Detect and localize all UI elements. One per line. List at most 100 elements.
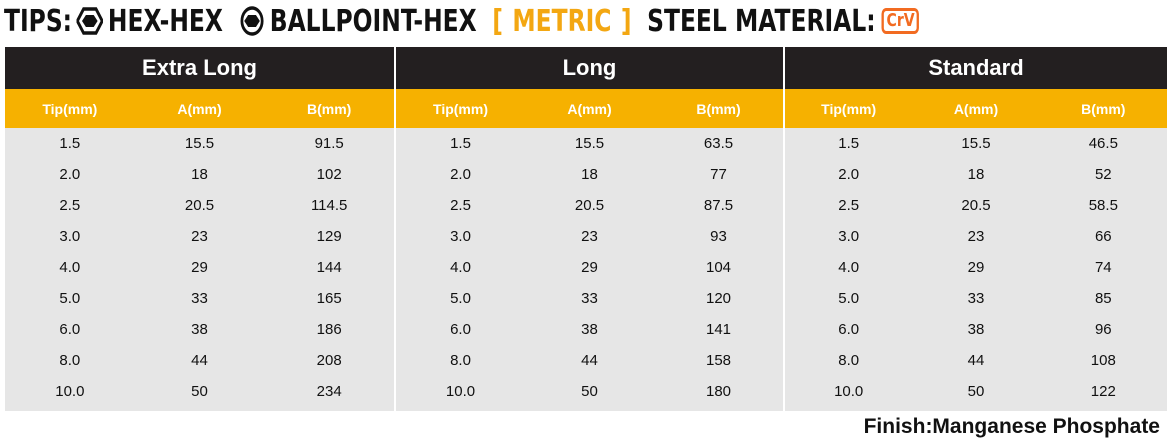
tip-cell: 3.0 bbox=[59, 228, 81, 245]
a-cell: 50 bbox=[191, 383, 208, 400]
spec-header: TIPS: HEX-HEX BALLPOINT-HEX [ METRIC ] S… bbox=[4, 0, 920, 42]
b-cell: 66 bbox=[1094, 228, 1112, 245]
a-cell: 38 bbox=[191, 321, 208, 338]
b-cell: 158 bbox=[705, 352, 732, 369]
group-title-standard: Standard bbox=[785, 47, 1167, 89]
a-cell: 44 bbox=[191, 352, 208, 369]
rows-long: 1.5 15.5 63.5 2.0 18 77 2.5 20.5 87.5 3.0 23 93 4.0 2… bbox=[396, 128, 783, 407]
tip-cell: 8.0 bbox=[838, 352, 860, 369]
tip-cell: 2.0 bbox=[59, 166, 81, 183]
column-header-a: A(mm) bbox=[567, 100, 612, 117]
b-cell: 186 bbox=[316, 321, 342, 338]
b-cell: 102 bbox=[316, 166, 342, 183]
a-cell: 20.5 bbox=[574, 197, 605, 214]
a-cell: 20.5 bbox=[961, 197, 991, 214]
tip-cell: 2.5 bbox=[838, 197, 860, 214]
tip-cell: 3.0 bbox=[450, 228, 471, 245]
table-row: 4.0 29 74 bbox=[785, 252, 1167, 283]
a-cell: 50 bbox=[967, 383, 985, 400]
a-cell: 50 bbox=[581, 383, 598, 400]
table-row: 8.0 44 158 bbox=[396, 345, 783, 376]
rows-extra-long: 1.5 15.5 91.5 2.0 18 102 2.5 20.5 114.5 3.0 23 129 4… bbox=[5, 128, 394, 407]
b-cell: 180 bbox=[705, 383, 732, 400]
b-cell: 141 bbox=[705, 321, 732, 338]
ballpoint-icon bbox=[240, 6, 264, 36]
table-row: 2.5 20.5 114.5 bbox=[5, 190, 394, 221]
table-row: 6.0 38 186 bbox=[5, 314, 394, 345]
sub-header-standard: Tip(mm) A(mm) B(mm) bbox=[785, 89, 1167, 128]
a-cell: 23 bbox=[967, 228, 985, 245]
a-cell: 44 bbox=[581, 352, 598, 369]
a-cell: 15.5 bbox=[961, 135, 991, 152]
a-cell: 15.5 bbox=[574, 135, 605, 152]
table-row: 3.0 23 129 bbox=[5, 221, 394, 252]
tip-cell: 2.5 bbox=[450, 197, 471, 214]
tip-cell: 4.0 bbox=[838, 259, 860, 276]
tip-cell: 10.0 bbox=[834, 383, 864, 400]
tip-cell: 6.0 bbox=[59, 321, 81, 338]
a-cell: 18 bbox=[967, 166, 985, 183]
group-divider bbox=[394, 47, 396, 411]
table-row: 1.5 15.5 46.5 bbox=[785, 128, 1167, 159]
tip-cell: 8.0 bbox=[59, 352, 81, 369]
tip-cell: 4.0 bbox=[450, 259, 471, 276]
a-cell: 29 bbox=[191, 259, 208, 276]
crv-badge: CrV bbox=[881, 8, 920, 34]
b-cell: 46.5 bbox=[1088, 135, 1118, 152]
column-header-b: B(mm) bbox=[307, 100, 352, 117]
b-cell: 108 bbox=[1090, 352, 1116, 369]
table-row: 8.0 44 208 bbox=[5, 345, 394, 376]
spec-table: Extra Long Tip(mm) A(mm) B(mm) 1.5 15.5 91… bbox=[5, 47, 1167, 411]
table-row: 10.0 50 180 bbox=[396, 376, 783, 407]
a-cell: 23 bbox=[581, 228, 598, 245]
table-row: 3.0 23 66 bbox=[785, 221, 1167, 252]
tip-cell: 2.5 bbox=[59, 197, 81, 214]
tip-cell: 4.0 bbox=[59, 259, 81, 276]
column-header-a: A(mm) bbox=[177, 100, 222, 117]
b-cell: 93 bbox=[710, 228, 727, 245]
tip-cell: 5.0 bbox=[59, 290, 81, 307]
table-row: 2.5 20.5 87.5 bbox=[396, 190, 783, 221]
table-row: 2.0 18 52 bbox=[785, 159, 1167, 190]
tip-cell: 6.0 bbox=[450, 321, 471, 338]
b-cell: 165 bbox=[316, 290, 342, 307]
tip-cell: 10.0 bbox=[445, 383, 476, 400]
table-row: 5.0 33 85 bbox=[785, 283, 1167, 314]
b-cell: 77 bbox=[710, 166, 727, 183]
table-row: 3.0 23 93 bbox=[396, 221, 783, 252]
a-cell: 38 bbox=[967, 321, 985, 338]
tip-hex-hex: HEX-HEX bbox=[107, 3, 223, 39]
tip-cell: 5.0 bbox=[450, 290, 471, 307]
table-row: 2.0 18 102 bbox=[5, 159, 394, 190]
b-cell: 63.5 bbox=[703, 135, 734, 152]
table-row: 6.0 38 96 bbox=[785, 314, 1167, 345]
table-row: 2.0 18 77 bbox=[396, 159, 783, 190]
tip-cell: 5.0 bbox=[838, 290, 860, 307]
finish-note: Finish:Manganese Phosphate bbox=[863, 415, 1160, 438]
bracket-close: ] bbox=[620, 3, 632, 39]
a-cell: 33 bbox=[581, 290, 598, 307]
sub-header-long: Tip(mm) A(mm) B(mm) bbox=[396, 89, 783, 128]
table-row: 1.5 15.5 63.5 bbox=[396, 128, 783, 159]
b-cell: 104 bbox=[705, 259, 732, 276]
tip-cell: 1.5 bbox=[838, 135, 860, 152]
a-cell: 18 bbox=[581, 166, 598, 183]
hex-icon bbox=[76, 7, 104, 35]
tip-cell: 6.0 bbox=[838, 321, 860, 338]
b-cell: 120 bbox=[705, 290, 732, 307]
column-header-b: B(mm) bbox=[696, 100, 741, 117]
b-cell: 114.5 bbox=[310, 197, 348, 214]
table-row: 8.0 44 108 bbox=[785, 345, 1167, 376]
rows-standard: 1.5 15.5 46.5 2.0 18 52 2.5 20.5 58.5 3.0 23 66 4.0 2… bbox=[785, 128, 1167, 407]
group-title-extra-long: Extra Long bbox=[5, 47, 394, 89]
column-header-tip: Tip(mm) bbox=[42, 100, 98, 117]
b-cell: 52 bbox=[1094, 166, 1112, 183]
tips-label: TIPS: bbox=[4, 3, 73, 39]
a-cell: 23 bbox=[191, 228, 208, 245]
table-row: 5.0 33 120 bbox=[396, 283, 783, 314]
a-cell: 29 bbox=[581, 259, 598, 276]
a-cell: 44 bbox=[967, 352, 985, 369]
sub-header-extra-long: Tip(mm) A(mm) B(mm) bbox=[5, 89, 394, 128]
table-row: 10.0 50 122 bbox=[785, 376, 1167, 407]
a-cell: 18 bbox=[191, 166, 208, 183]
